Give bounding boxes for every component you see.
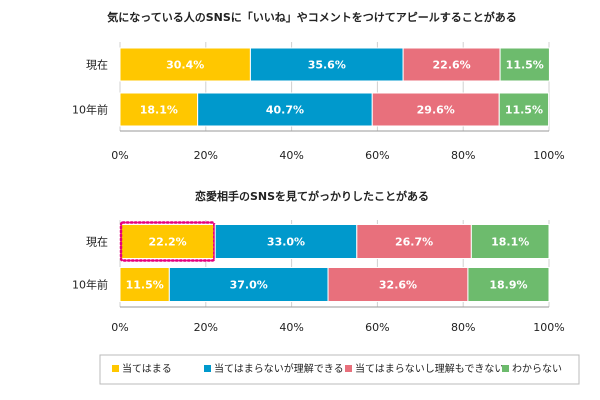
x-tick-label: 100% xyxy=(533,149,564,162)
bar-segment xyxy=(327,267,469,302)
x-tick-label: 20% xyxy=(194,149,218,162)
bar-segment xyxy=(470,224,550,259)
x-tick-label: 40% xyxy=(279,321,303,334)
data-label: 18.1% xyxy=(140,104,178,117)
bar-segment xyxy=(119,92,199,127)
bar-segment xyxy=(402,47,501,82)
category-label: 10年前 xyxy=(72,103,108,117)
legend-label: 当てはまらないが理解できる xyxy=(214,362,344,375)
chart-1: 気になっている人のSNSに「いいね」やコメントをつけてアピールすることがある 0%… xyxy=(72,10,565,162)
bar-segment xyxy=(214,224,358,259)
bar-segment xyxy=(356,224,472,259)
data-label: 22.6% xyxy=(433,59,471,72)
bar-segment xyxy=(249,47,404,82)
data-label: 22.2% xyxy=(149,236,187,249)
data-label: 18.1% xyxy=(491,236,529,249)
x-tick-label: 0% xyxy=(111,149,128,162)
data-label: 37.0% xyxy=(230,279,268,292)
bar-segment xyxy=(168,267,329,302)
legend: 当てはまる 当てはまらないが理解できる 当てはまらないし理解もできない わからない xyxy=(99,354,580,385)
x-tick-label: 20% xyxy=(194,321,218,334)
bar-segment xyxy=(467,267,550,302)
x-tick-label: 80% xyxy=(451,321,475,334)
category-label: 10年前 xyxy=(72,278,108,292)
category-label: 現在 xyxy=(86,236,108,249)
bar-segment xyxy=(499,47,550,82)
legend-swatch xyxy=(204,365,211,372)
data-label: 32.6% xyxy=(379,279,417,292)
legend-label: わからない xyxy=(512,363,562,375)
x-tick-label: 100% xyxy=(533,321,564,334)
chart-title: 恋愛相手のSNSを見てがっかりしたことがある xyxy=(195,189,429,203)
x-tick-label: 80% xyxy=(451,149,475,162)
data-label: 29.6% xyxy=(417,104,455,117)
legend-swatch xyxy=(345,365,352,372)
legend-label: 当てはまる xyxy=(122,362,172,375)
legend-label: 当てはまらないし理解もできない xyxy=(355,362,504,375)
legend-box xyxy=(99,354,580,385)
chart-2: 恋愛相手のSNSを見てがっかりしたことがある 0% 20% 40% 60% 80% 100%… xyxy=(72,189,565,334)
chart-title: 気になっている人のSNSに「いいね」やコメントをつけてアピールすることがある xyxy=(107,10,517,24)
bar-segment xyxy=(197,92,373,127)
data-label: 40.7% xyxy=(266,104,304,117)
bar-segment xyxy=(498,92,550,127)
data-label: 11.5% xyxy=(126,279,164,292)
data-label: 26.7% xyxy=(395,236,433,249)
data-label: 35.6% xyxy=(308,59,346,72)
legend-swatch xyxy=(502,365,509,372)
data-label: 11.5% xyxy=(505,104,543,117)
data-label: 33.0% xyxy=(267,236,305,249)
data-label: 18.9% xyxy=(489,279,527,292)
x-tick-label: 40% xyxy=(279,149,303,162)
data-label: 30.4% xyxy=(166,59,204,72)
bar-segment xyxy=(119,47,251,82)
highlight-outline xyxy=(119,221,216,262)
legend-swatch xyxy=(112,365,119,372)
category-label: 現在 xyxy=(86,59,108,72)
data-label: 11.5% xyxy=(506,59,544,72)
x-tick-label: 0% xyxy=(111,321,128,334)
x-tick-label: 60% xyxy=(365,149,389,162)
bar-segment xyxy=(119,267,170,302)
x-tick-label: 60% xyxy=(365,321,389,334)
